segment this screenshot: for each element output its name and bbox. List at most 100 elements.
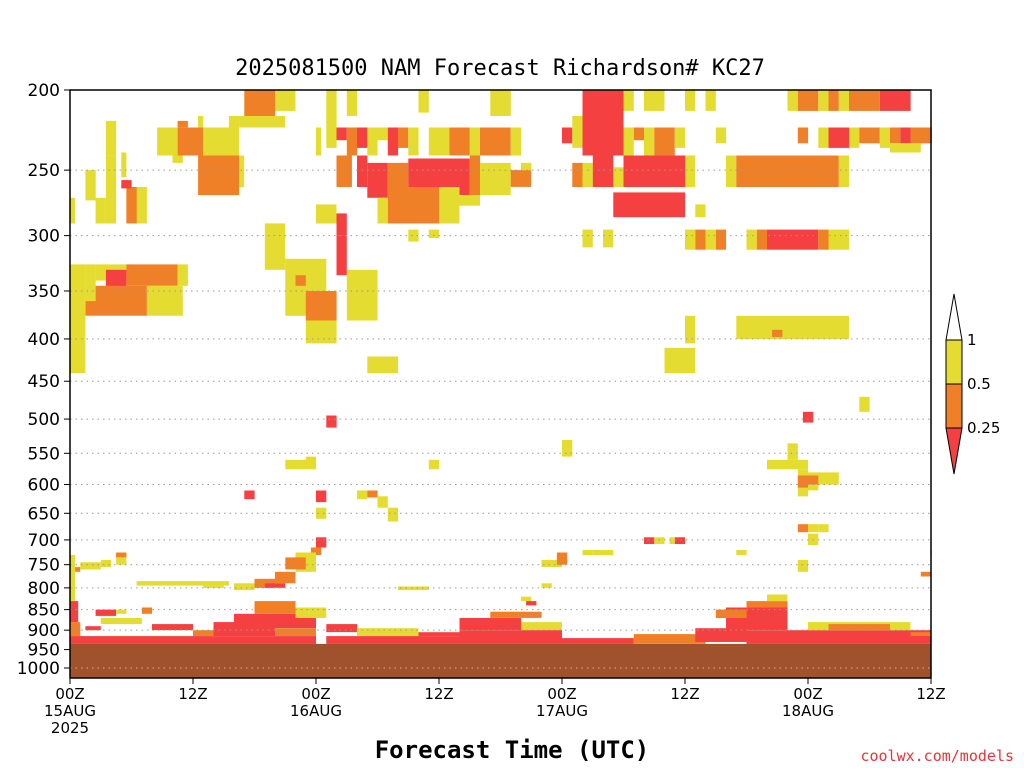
data-cell: [408, 127, 419, 156]
data-cell: [85, 170, 96, 201]
data-cell: [121, 152, 127, 178]
data-cell: [767, 594, 788, 601]
data-cell: [480, 127, 511, 156]
data-cell: [295, 607, 327, 618]
data-cell: [172, 155, 183, 163]
data-cell: [746, 229, 757, 250]
data-cell: [695, 204, 706, 218]
data-cell: [695, 229, 706, 250]
data-cell: [316, 537, 327, 548]
data-cell: [910, 127, 931, 144]
data-cell: [326, 127, 337, 148]
data-cell: [398, 586, 429, 591]
data-cell: [116, 552, 127, 558]
data-cell: [228, 116, 240, 128]
data-cell: [316, 507, 327, 519]
data-cell: [490, 90, 511, 116]
data-cell: [900, 127, 911, 144]
data-cell: [439, 187, 460, 224]
x-tick-label: 18AUG: [782, 702, 834, 720]
data-cell: [828, 624, 890, 631]
data-cell: [418, 632, 460, 637]
data-cell: [859, 127, 880, 144]
data-cell: [582, 90, 624, 116]
data-cell: [623, 155, 685, 187]
data-cell: [152, 624, 193, 631]
data-cell: [644, 90, 665, 111]
data-cell: [808, 524, 819, 533]
data-cell: [521, 162, 532, 171]
data-cell: [510, 170, 532, 187]
data-cell: [254, 578, 275, 588]
data-cell: [521, 622, 562, 631]
data-cell: [126, 264, 178, 286]
data-cell: [398, 127, 409, 148]
y-tick-label: 800: [28, 579, 60, 599]
data-cell: [387, 187, 440, 224]
data-cell: [838, 90, 850, 111]
data-cell: [428, 229, 440, 238]
data-cell: [644, 537, 655, 544]
legend-bin-0-25-0-5: [945, 383, 963, 429]
data-cell: [95, 197, 106, 224]
data-cell: [357, 155, 368, 187]
data-cell: [644, 127, 655, 156]
legend-cap-low: [945, 427, 963, 475]
data-cell: [316, 204, 337, 224]
data-cell: [203, 127, 240, 156]
data-cell: [459, 630, 562, 644]
data-cell: [264, 583, 286, 588]
data-cell: [121, 180, 132, 189]
data-cell: [177, 120, 188, 128]
data-cells: [70, 90, 932, 644]
data-cell: [736, 315, 850, 339]
data-cell: [285, 557, 306, 570]
data-cell: [664, 347, 696, 374]
data-cell: [336, 235, 347, 276]
data-cell: [797, 90, 819, 111]
data-cell: [275, 90, 296, 111]
data-cell: [746, 601, 788, 608]
data-cell: [239, 116, 286, 128]
data-cell: [787, 90, 798, 111]
data-cell: [849, 127, 860, 148]
data-cell: [797, 127, 809, 144]
data-cell: [562, 127, 573, 144]
data-cell: [603, 229, 614, 248]
data-cell: [95, 609, 117, 616]
data-cell: [802, 411, 814, 423]
x-tick-label: 12Z: [178, 685, 207, 703]
data-cell: [705, 90, 716, 111]
data-cell: [100, 618, 142, 625]
data-cell: [592, 550, 614, 555]
x-tick-label: 17AUG: [536, 702, 588, 720]
data-cell: [613, 167, 624, 187]
data-cell: [449, 127, 470, 156]
data-cell: [285, 459, 317, 470]
data-cell: [70, 622, 81, 637]
data-cell: [797, 524, 809, 533]
data-cell: [879, 90, 911, 111]
data-cell: [387, 127, 399, 156]
y-tick-label: 300: [28, 227, 60, 247]
data-cell: [654, 127, 675, 156]
data-cell: [357, 127, 368, 148]
data-cell: [70, 555, 76, 602]
data-cell: [669, 537, 675, 544]
data-cell: [633, 634, 706, 644]
data-cell: [316, 127, 322, 156]
data-cell: [674, 127, 686, 148]
data-cell: [310, 547, 322, 555]
legend-bin-0-5-1: [945, 339, 963, 385]
data-cell: [80, 562, 101, 570]
data-cell: [715, 127, 727, 144]
data-cell: [674, 537, 686, 544]
data-cell: [654, 537, 665, 544]
data-cell: [346, 127, 358, 156]
data-cell: [198, 187, 240, 196]
legend-label-0-5: 0.5: [967, 375, 991, 393]
data-cell: [828, 90, 839, 111]
x-tick-label: 16AUG: [290, 702, 342, 720]
data-cell: [541, 583, 552, 588]
data-cell: [70, 264, 86, 374]
